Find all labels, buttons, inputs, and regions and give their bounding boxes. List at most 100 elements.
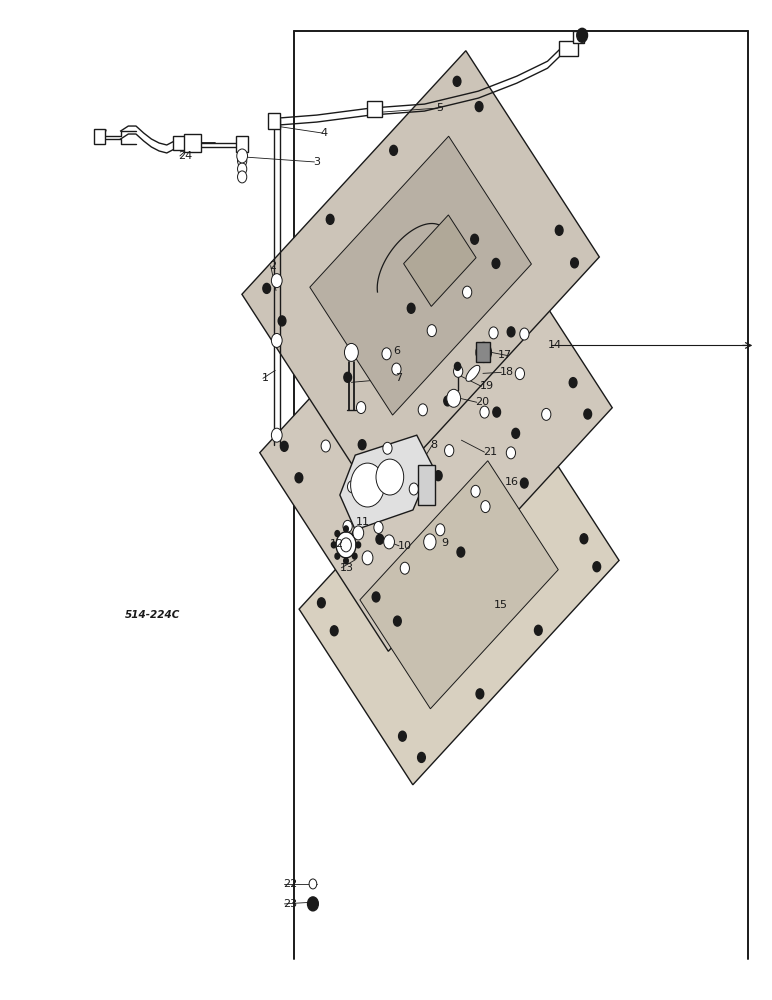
Text: 514-224C: 514-224C: [124, 610, 180, 620]
Circle shape: [357, 402, 366, 414]
Circle shape: [534, 625, 542, 635]
Circle shape: [353, 526, 364, 540]
Circle shape: [542, 408, 551, 420]
Circle shape: [471, 234, 479, 244]
Text: 8: 8: [431, 440, 438, 450]
Text: 16: 16: [505, 477, 520, 487]
Circle shape: [343, 520, 352, 532]
Circle shape: [347, 481, 357, 493]
Circle shape: [272, 428, 282, 442]
Circle shape: [340, 538, 351, 552]
Circle shape: [321, 440, 330, 452]
Circle shape: [238, 171, 247, 183]
Circle shape: [350, 463, 384, 507]
Polygon shape: [299, 385, 619, 785]
Circle shape: [555, 225, 563, 235]
Circle shape: [344, 526, 348, 532]
Text: 4: 4: [320, 128, 328, 138]
Circle shape: [280, 441, 288, 451]
Text: 19: 19: [480, 381, 494, 391]
Circle shape: [418, 404, 428, 416]
Text: 1: 1: [262, 373, 269, 383]
Circle shape: [493, 407, 500, 417]
Polygon shape: [242, 51, 599, 501]
Circle shape: [515, 368, 524, 380]
Circle shape: [237, 149, 248, 163]
Text: 5: 5: [436, 103, 443, 113]
Circle shape: [352, 531, 357, 537]
Text: 21: 21: [483, 447, 497, 457]
Circle shape: [398, 731, 406, 741]
Circle shape: [569, 378, 577, 388]
Circle shape: [272, 333, 282, 347]
Circle shape: [476, 102, 483, 112]
Polygon shape: [259, 209, 612, 651]
Circle shape: [352, 553, 357, 559]
Circle shape: [392, 363, 401, 375]
Circle shape: [330, 626, 338, 636]
Text: 9: 9: [442, 538, 449, 548]
Circle shape: [520, 478, 528, 488]
Circle shape: [471, 485, 480, 497]
Circle shape: [238, 155, 247, 167]
Text: 14: 14: [547, 340, 562, 350]
Circle shape: [327, 214, 334, 224]
Bar: [559, 41, 578, 56]
Circle shape: [335, 531, 340, 537]
Bar: [573, 31, 584, 43]
Circle shape: [571, 258, 578, 268]
Circle shape: [507, 327, 515, 337]
Circle shape: [400, 562, 409, 574]
Circle shape: [336, 532, 356, 558]
Circle shape: [480, 406, 489, 418]
Circle shape: [427, 325, 436, 337]
Circle shape: [447, 389, 461, 407]
Circle shape: [344, 343, 358, 361]
Circle shape: [455, 362, 461, 370]
Circle shape: [476, 689, 484, 699]
Polygon shape: [340, 435, 432, 530]
Text: 22: 22: [283, 879, 297, 889]
Text: 20: 20: [476, 397, 489, 407]
Text: 3: 3: [313, 157, 320, 167]
Text: 6: 6: [394, 346, 401, 356]
Circle shape: [489, 327, 498, 339]
Circle shape: [580, 534, 587, 544]
Circle shape: [384, 535, 394, 549]
Circle shape: [372, 592, 380, 602]
Text: 18: 18: [499, 367, 514, 377]
Circle shape: [309, 879, 317, 889]
Text: 10: 10: [398, 541, 411, 551]
Circle shape: [238, 163, 247, 175]
Polygon shape: [310, 136, 531, 415]
Bar: [236, 136, 249, 152]
Circle shape: [584, 409, 591, 419]
Ellipse shape: [466, 365, 480, 381]
Polygon shape: [360, 461, 558, 709]
Circle shape: [593, 562, 601, 572]
Circle shape: [506, 447, 516, 459]
Text: 15: 15: [493, 600, 508, 610]
Polygon shape: [404, 215, 476, 306]
Circle shape: [376, 459, 404, 495]
Circle shape: [262, 283, 270, 293]
Circle shape: [394, 616, 401, 626]
Circle shape: [454, 365, 462, 377]
Circle shape: [445, 445, 454, 457]
Circle shape: [435, 524, 445, 536]
Circle shape: [295, 473, 303, 483]
Circle shape: [453, 76, 461, 86]
Circle shape: [362, 551, 373, 565]
Circle shape: [435, 471, 442, 481]
Circle shape: [381, 465, 388, 475]
Text: 11: 11: [356, 517, 370, 527]
Circle shape: [272, 274, 282, 288]
Circle shape: [307, 897, 318, 911]
Circle shape: [444, 396, 452, 406]
Bar: [367, 101, 382, 117]
Circle shape: [374, 522, 383, 533]
Circle shape: [382, 348, 391, 360]
Circle shape: [424, 534, 436, 550]
Circle shape: [418, 752, 425, 762]
Bar: [173, 136, 187, 150]
